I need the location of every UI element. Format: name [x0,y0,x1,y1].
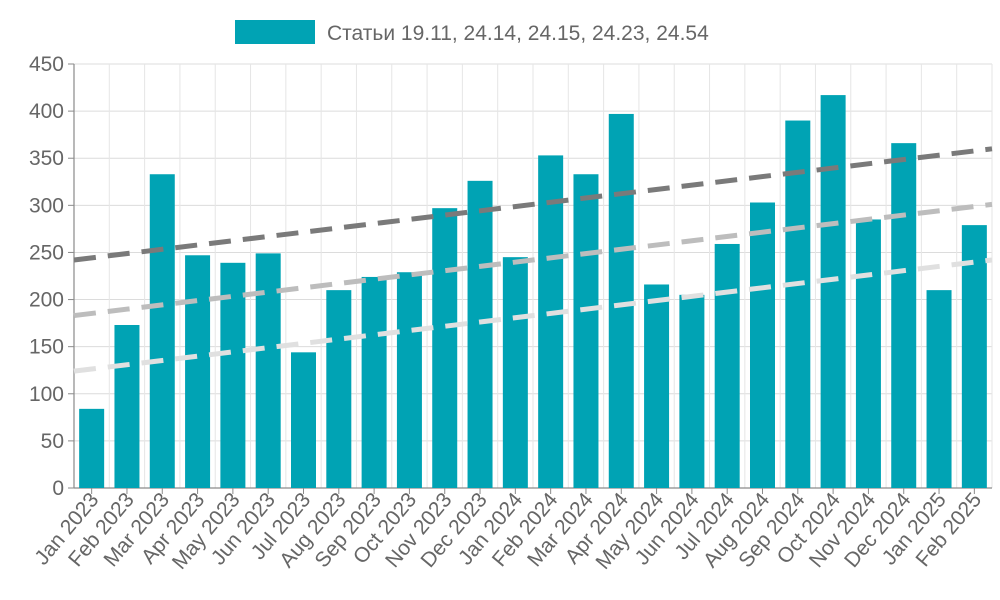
y-tick-label-150: 150 [29,336,64,359]
bar-dec-2023 [467,180,493,488]
bar-feb-2023 [114,324,140,488]
bar-mar-2024 [573,174,599,489]
trendlines [73,146,993,374]
y-tick-label-0: 0 [52,477,64,500]
trendline-1 [73,146,993,263]
y-tick-label-300: 300 [29,194,64,217]
bar-nov-2024 [855,219,881,488]
trendline-2 [73,201,993,319]
bar-dec-2024 [891,143,917,488]
y-tick-label-450: 450 [29,53,64,76]
y-tick-label-200: 200 [29,289,64,312]
legend-label: Статьи 19.11, 24.14, 24.15, 24.23, 24.54 [327,22,709,45]
bar-mar-2023 [149,174,175,489]
bar-nov-2023 [432,208,458,488]
y-axis-ticks: 0 50 100 150 200 250 300 350 400 450 [29,53,74,500]
bar-jan-2025 [926,290,952,488]
bar-jul-2023 [291,352,316,488]
legend: Статьи 19.11, 24.14, 24.15, 24.23, 24.54 [235,20,709,45]
y-tick-label-100: 100 [29,383,64,406]
bar-oct-2024 [820,95,846,489]
bar-aug-2024 [750,202,775,489]
bar-sep-2023 [361,276,387,488]
bar-oct-2023 [396,272,422,488]
y-tick-label-400: 400 [29,100,64,123]
bar-apr-2024 [608,113,634,488]
bar-feb-2025 [961,225,987,488]
legend-swatch [235,20,315,44]
bar-jan-2024 [502,257,528,488]
y-tick-label-350: 350 [29,147,64,170]
bar-apr-2023 [185,255,211,488]
trendline-3 [73,257,993,374]
bar-jul-2024 [714,243,740,488]
gridlines [73,63,993,489]
bars [79,95,987,489]
y-tick-label-250: 250 [29,241,64,264]
bar-jan-2023 [79,408,105,488]
y-tick-label-50: 50 [41,430,64,453]
bar-feb-2024 [538,155,564,488]
bar-may-2024 [644,284,670,488]
bar-jun-2024 [679,294,705,488]
bar-sep-2024 [785,120,811,489]
bar-may-2023 [220,262,246,488]
bar-aug-2023 [326,290,352,488]
